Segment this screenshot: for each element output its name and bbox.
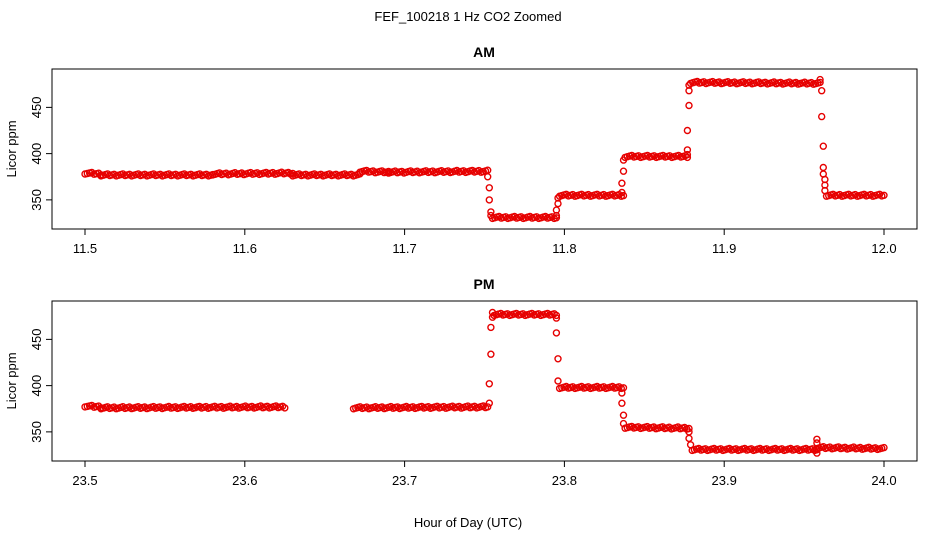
pm-data-point bbox=[619, 411, 628, 419]
pm-y-tick-label: 350 bbox=[29, 421, 44, 443]
pm-data-point bbox=[813, 449, 821, 457]
pm-data-points bbox=[81, 308, 888, 457]
pm-data-point bbox=[685, 434, 693, 443]
am-data-point bbox=[685, 101, 693, 110]
am-y-axis-label: Licor ppm bbox=[4, 120, 19, 177]
pm-plot-frame bbox=[51, 300, 918, 462]
am-data-point bbox=[683, 150, 692, 159]
am-x-tick-label: 11.7 bbox=[392, 241, 416, 256]
pm-data-point bbox=[487, 323, 495, 332]
figure-title: FEF_100218 1 Hz CO2 Zoomed bbox=[374, 9, 561, 24]
pm-data-point bbox=[618, 389, 626, 397]
am-data-points bbox=[81, 75, 888, 223]
am-panel-title: AM bbox=[473, 44, 495, 60]
pm-data-point bbox=[488, 308, 497, 317]
pm-data-point bbox=[484, 403, 492, 411]
pm-y-tick-label: 450 bbox=[29, 329, 44, 351]
pm-data-point bbox=[685, 424, 693, 433]
pm-x-tick-label: 23.7 bbox=[392, 473, 417, 488]
am-data-point bbox=[819, 163, 827, 172]
am-data-point bbox=[554, 194, 562, 202]
pm-data-point bbox=[618, 399, 626, 407]
pm-data-point bbox=[686, 441, 695, 449]
pm-data-point bbox=[619, 419, 628, 428]
pm-data-point bbox=[813, 435, 821, 443]
am-x-tick-label: 11.5 bbox=[73, 241, 97, 256]
am-y-tick-label: 400 bbox=[29, 143, 44, 165]
am-data-point bbox=[818, 86, 826, 95]
am-data-point bbox=[816, 75, 824, 84]
am-data-point bbox=[816, 78, 824, 87]
pm-x-tick-label: 24.0 bbox=[871, 473, 896, 488]
pm-data-point bbox=[554, 355, 562, 363]
pm-x-tick-label: 23.9 bbox=[712, 473, 737, 488]
pm-data-point bbox=[552, 311, 561, 320]
am-data-point bbox=[487, 208, 495, 216]
am-x-tick-label: 11.6 bbox=[233, 241, 257, 256]
pm-data-point bbox=[552, 314, 561, 322]
pm-y-axis-label: Licor ppm bbox=[4, 352, 19, 409]
am-data-point bbox=[484, 173, 492, 181]
pm-panel-title: PM bbox=[474, 276, 495, 292]
pm-data-point bbox=[880, 443, 888, 452]
am-data-point bbox=[552, 206, 561, 214]
am-data-point bbox=[683, 153, 692, 162]
am-data-point bbox=[819, 142, 827, 150]
x-axis-label: Hour of Day (UTC) bbox=[414, 515, 522, 530]
am-data-point bbox=[683, 146, 692, 154]
pm-data-point bbox=[487, 350, 495, 358]
am-data-point bbox=[552, 214, 561, 222]
am-data-point bbox=[683, 126, 692, 135]
am-plot-frame bbox=[51, 68, 918, 230]
pm-data-point bbox=[488, 313, 497, 321]
am-x-tick-label: 11.8 bbox=[552, 241, 576, 256]
pm-data-point bbox=[552, 329, 561, 337]
am-y-tick-label: 450 bbox=[29, 97, 44, 119]
am-data-point bbox=[487, 211, 495, 220]
am-x-tick-label: 12.0 bbox=[871, 241, 896, 256]
am-y-tick-label: 350 bbox=[29, 189, 44, 211]
am-data-point bbox=[619, 167, 628, 175]
am-data-point bbox=[619, 156, 628, 164]
am-data-point bbox=[485, 184, 493, 192]
pm-panel: PM Licor ppm 23.5 23.6 23.7 23.8 23.9 24.0 350… bbox=[4, 276, 918, 488]
pm-x-tick-label: 23.6 bbox=[232, 473, 257, 488]
pm-y-tick-label: 400 bbox=[29, 375, 44, 397]
am-data-point bbox=[485, 196, 493, 204]
am-data-point bbox=[818, 112, 826, 121]
pm-data-point bbox=[554, 377, 562, 385]
am-data-point bbox=[685, 81, 693, 89]
pm-data-point bbox=[485, 380, 493, 388]
pm-data-point bbox=[813, 439, 821, 447]
am-panel: AM Licor ppm 11.5 11.6 11.7 11.8 11.9 12.0 350… bbox=[4, 44, 918, 256]
pm-data-point bbox=[485, 399, 493, 407]
pm-x-tick-label: 23.5 bbox=[72, 473, 97, 488]
pm-data-point bbox=[281, 404, 289, 412]
am-x-tick-label: 11.9 bbox=[712, 241, 736, 256]
am-data-point bbox=[880, 191, 888, 200]
am-data-point bbox=[618, 179, 626, 187]
pm-x-tick-label: 23.8 bbox=[552, 473, 577, 488]
am-data-point bbox=[821, 186, 829, 195]
am-data-point bbox=[618, 188, 626, 197]
